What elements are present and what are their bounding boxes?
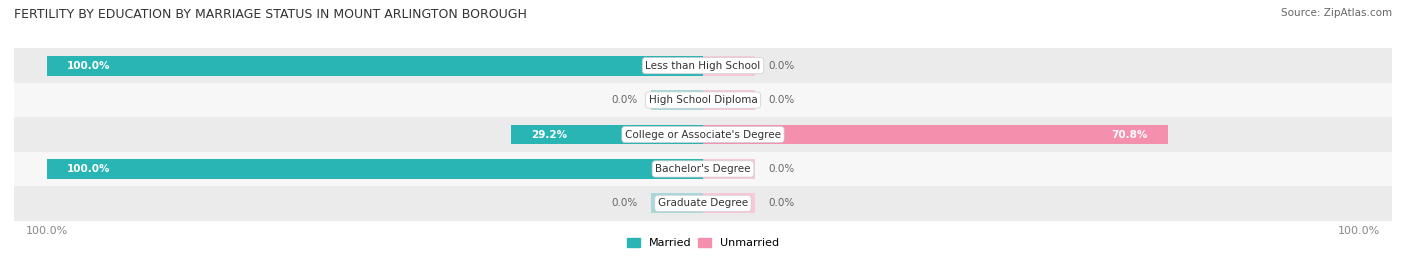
Text: FERTILITY BY EDUCATION BY MARRIAGE STATUS IN MOUNT ARLINGTON BOROUGH: FERTILITY BY EDUCATION BY MARRIAGE STATU… [14, 8, 527, 21]
Text: Less than High School: Less than High School [645, 61, 761, 71]
Text: Source: ZipAtlas.com: Source: ZipAtlas.com [1281, 8, 1392, 18]
Text: High School Diploma: High School Diploma [648, 95, 758, 105]
Bar [703, 90, 755, 110]
FancyBboxPatch shape [14, 83, 1392, 117]
FancyBboxPatch shape [14, 117, 1392, 152]
Bar [703, 125, 1167, 144]
Legend: Married, Unmarried: Married, Unmarried [623, 233, 783, 253]
Bar [651, 90, 703, 110]
Text: 0.0%: 0.0% [612, 198, 637, 208]
Text: 0.0%: 0.0% [769, 61, 794, 71]
Bar [651, 193, 703, 213]
Text: College or Associate's Degree: College or Associate's Degree [626, 129, 780, 140]
Bar [46, 56, 703, 76]
Text: Bachelor's Degree: Bachelor's Degree [655, 164, 751, 174]
Text: Graduate Degree: Graduate Degree [658, 198, 748, 208]
FancyBboxPatch shape [14, 186, 1392, 221]
Bar [703, 193, 755, 213]
Text: 0.0%: 0.0% [612, 95, 637, 105]
Bar [703, 159, 755, 179]
Bar [512, 125, 703, 144]
Text: 100.0%: 100.0% [66, 164, 110, 174]
Text: 29.2%: 29.2% [531, 129, 567, 140]
Text: 0.0%: 0.0% [769, 164, 794, 174]
Text: 0.0%: 0.0% [769, 95, 794, 105]
Text: 70.8%: 70.8% [1112, 129, 1147, 140]
Text: 0.0%: 0.0% [769, 198, 794, 208]
Bar [703, 56, 755, 76]
FancyBboxPatch shape [14, 48, 1392, 83]
Text: 100.0%: 100.0% [66, 61, 110, 71]
Bar [46, 159, 703, 179]
FancyBboxPatch shape [14, 152, 1392, 186]
